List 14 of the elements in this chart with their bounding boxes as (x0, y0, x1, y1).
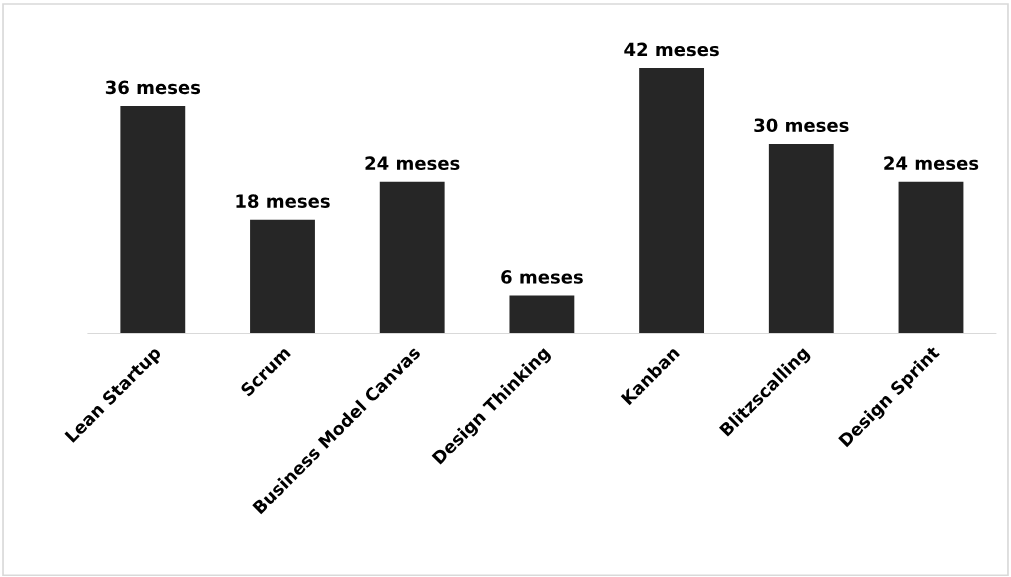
data-label: 24 meses (884, 156, 979, 171)
bar (379, 181, 445, 334)
data-label: 6 meses (501, 270, 583, 284)
bar (250, 219, 315, 334)
bar (639, 68, 705, 334)
bar (120, 106, 186, 334)
data-label: 18 meses (236, 194, 330, 208)
data-label: 42 meses (624, 42, 719, 57)
bar (509, 295, 575, 334)
data-label: 36 meses (105, 80, 201, 95)
bar (768, 143, 834, 334)
data-label: 24 meses (365, 156, 460, 171)
bar (898, 181, 964, 334)
data-label: 30 meses (754, 118, 849, 133)
